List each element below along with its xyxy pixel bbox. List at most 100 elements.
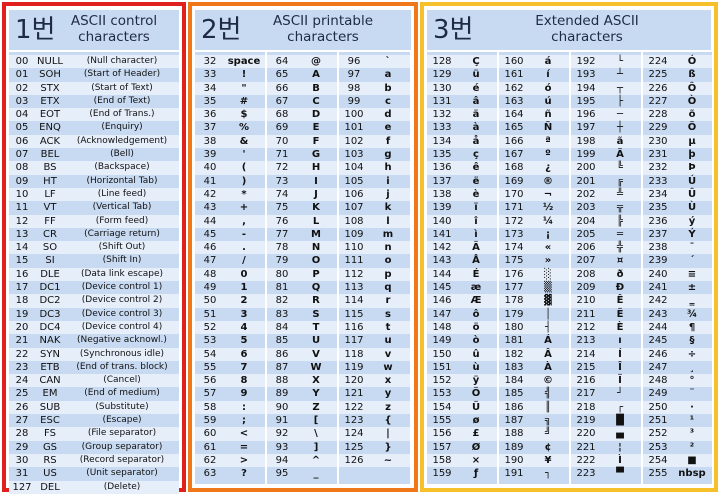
table-row: 23 ETB (End of trans. block)	[9, 361, 179, 374]
char-cell: v	[384, 348, 392, 360]
table-row: 27 ESC (Escape)	[9, 414, 179, 427]
code-cell: 40	[203, 162, 217, 174]
table-row: 191 ┐	[499, 467, 569, 480]
code-cell: 28	[15, 428, 29, 440]
code-cell: 215	[576, 361, 596, 373]
abbr-cell: EOT	[39, 109, 61, 121]
char-cell: ▒	[544, 282, 552, 294]
table-row: 196 ─	[571, 108, 641, 122]
table-row: 194 ┬	[571, 81, 641, 95]
description-cell: (End of trans. block)	[76, 361, 168, 372]
code-cell: 05	[15, 122, 29, 134]
table-row: 86 V	[267, 347, 337, 361]
table-row: 195 ├	[571, 95, 641, 108]
table-row: 177 ▒	[499, 281, 569, 294]
char-cell: /	[242, 255, 246, 267]
code-cell: 232	[648, 162, 668, 174]
table-row: 245 §	[643, 334, 712, 347]
char-cell: î	[474, 215, 478, 227]
table-row: 171 ½	[499, 201, 569, 214]
code-cell: 168	[504, 162, 524, 174]
table-row: 250 ·	[643, 400, 712, 415]
char-cell: Ë	[616, 308, 624, 320]
code-cell: 92	[275, 428, 289, 440]
table-row: 22 SYN (Synchronous idle)	[9, 347, 179, 361]
table-row: 242 ‗	[643, 294, 712, 308]
table-row: 93]	[267, 441, 337, 454]
code-cell: 124	[344, 428, 364, 440]
table-row: 45 -	[195, 228, 265, 241]
table-row: 210 Ê	[571, 294, 641, 308]
code-cell: 223	[576, 468, 596, 480]
char-cell: >	[239, 454, 249, 466]
code-cell: 247	[648, 361, 668, 373]
char-cell: â	[472, 95, 480, 107]
table-row: 53 5	[195, 334, 265, 347]
code-cell: 214	[576, 348, 596, 360]
table-row: 233 Ú	[643, 175, 712, 188]
char-cell: └	[616, 56, 624, 67]
code-cell: 131	[432, 95, 452, 107]
table-row: 24 CAN (Cancel)	[9, 374, 179, 388]
table-row: 132 ä	[427, 108, 497, 122]
table-row: 63?	[195, 467, 265, 480]
char-cell: F	[312, 135, 320, 147]
table-row: 76 L	[267, 214, 337, 228]
description-cell: (Synchronous idle)	[79, 348, 165, 359]
table-row: 214 Í	[571, 347, 641, 361]
code-cell: 115	[344, 308, 364, 320]
table-row: 103 g	[339, 148, 410, 161]
code-cell: 73	[275, 175, 289, 187]
char-cell: n	[384, 242, 392, 254]
char-cell: ┬	[616, 82, 624, 94]
code-cell: 255	[648, 468, 668, 480]
description-cell: (Form feed)	[95, 215, 149, 226]
code-cell: 108	[344, 215, 364, 227]
code-cell: 221	[576, 441, 596, 453]
code-cell: 04	[15, 109, 29, 121]
table-row: 41)	[195, 175, 265, 188]
char-cell: ¶	[688, 321, 696, 333]
char-cell: ù	[472, 361, 480, 373]
table-row: 18 DC2 (Device control 2)	[9, 294, 179, 308]
char-cell: ã	[616, 135, 624, 147]
code-cell: 193	[576, 69, 596, 81]
code-cell: 72	[275, 162, 289, 174]
code-cell: 166	[504, 135, 524, 147]
char-cell: ¸	[689, 361, 695, 373]
code-cell: 198	[576, 135, 596, 147]
table-row: 56 8	[195, 374, 265, 388]
code-cell: 16	[15, 268, 29, 280]
table-row: 02 STX (Start of Text)	[9, 81, 179, 95]
char-cell: ë	[472, 175, 480, 187]
table-row: 220 ▄	[571, 427, 641, 441]
table-row: 219 █	[571, 414, 641, 427]
control-panel-number: 1번	[15, 15, 56, 45]
abbr-cell: NULL	[37, 56, 63, 67]
char-cell: ╗	[544, 415, 552, 427]
char-cell: S	[312, 308, 320, 320]
description-cell: (Device control 2)	[81, 295, 163, 306]
code-cell: 226	[648, 82, 668, 94]
table-row: 176 ░	[499, 267, 569, 282]
table-row: 49 1	[195, 281, 265, 294]
table-row: 240 ≡	[643, 267, 712, 282]
abbr-cell: DC2	[39, 295, 61, 307]
char-cell: §	[689, 335, 695, 347]
extended-column-4: 224 Ó 225 ß 226 Ô 227 Ò 228 õ 229 Õ 230 µ 231 þ 232 Þ 233 Ú…	[643, 52, 712, 484]
table-row: 94 ^	[267, 453, 337, 468]
char-cell: 3	[240, 308, 248, 320]
code-cell: 146	[432, 295, 452, 307]
code-cell: 106	[344, 188, 364, 200]
abbr-cell: SI	[45, 255, 55, 267]
code-cell: 196	[576, 109, 596, 121]
char-cell: I	[314, 175, 318, 187]
char-cell: N	[311, 242, 321, 254]
description-cell: (Device control 4)	[81, 321, 163, 332]
table-row: 200 ╚	[571, 161, 641, 175]
table-row: 01 SOH (Start of Header)	[9, 68, 179, 81]
char-cell: B	[312, 82, 320, 94]
table-row: 138 è	[427, 187, 497, 202]
char-cell: G	[311, 149, 321, 161]
table-row: 226 Ô	[643, 81, 712, 95]
